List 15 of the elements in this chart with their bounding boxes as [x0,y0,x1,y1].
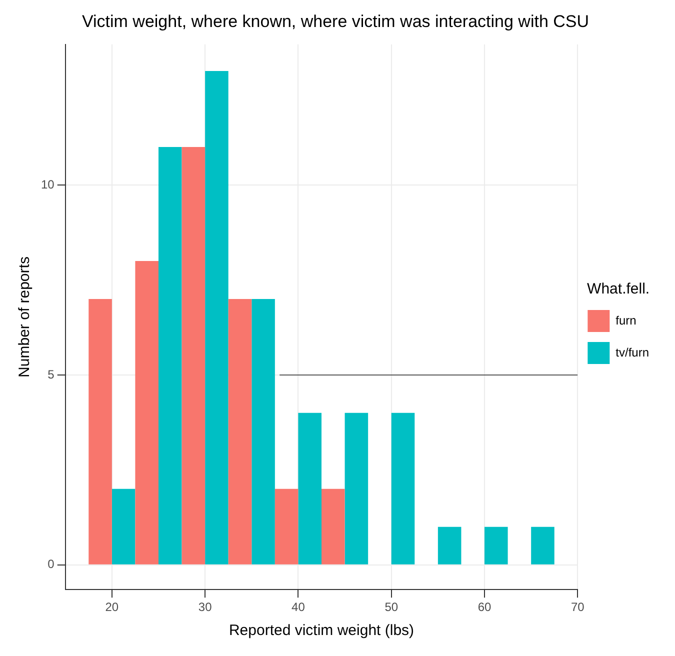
x-tick-label: 40 [292,600,306,614]
chart-title: Victim weight, where known, where victim was interacting with CSU [82,12,590,31]
x-tick-label: 70 [570,600,585,614]
x-tick-label: 50 [384,600,398,614]
legend-label: furn [616,313,636,328]
y-axis-title: Number of reports [16,256,34,378]
x-axis-title: Reported victim weight (lbs) [228,622,414,640]
legend-title: What.fell. [587,280,650,298]
x-tick-label: 60 [478,600,492,614]
legend-label: tv/furn [616,345,650,360]
y-tick-label: 0 [48,557,55,572]
y-tick-label: 5 [48,367,55,382]
x-tick-label: 30 [198,600,212,614]
x-tick-label: 20 [105,600,119,614]
y-tick-label: 10 [40,177,55,192]
